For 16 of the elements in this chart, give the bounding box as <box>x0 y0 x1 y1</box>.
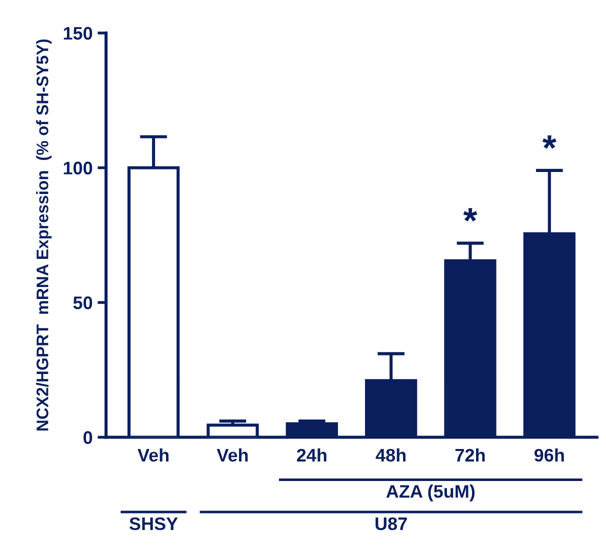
y-tick-label: 50 <box>73 296 92 310</box>
y-axis-title: NCX2/HGPRT mRNA Expression (% of SH-SY5Y) <box>36 39 52 430</box>
x-tick-label: Veh <box>138 448 168 462</box>
text: U87 <box>376 517 407 530</box>
text: SHSY <box>129 517 178 530</box>
text: AZA (5uM) <box>386 484 475 502</box>
x-tick-label: 24h <box>296 448 326 462</box>
x-tick-label: 96h <box>534 448 564 462</box>
annotation: * <box>542 135 556 149</box>
y-tick-label: 100 <box>64 162 92 174</box>
x-tick-label: 48h <box>376 448 406 462</box>
y-tick-label: 150 <box>64 26 92 40</box>
y-tick-label: 0 <box>84 431 92 444</box>
x-tick-label: Veh <box>216 448 248 462</box>
x-tick-label: 72h <box>455 448 485 462</box>
annotation: * <box>463 208 478 222</box>
